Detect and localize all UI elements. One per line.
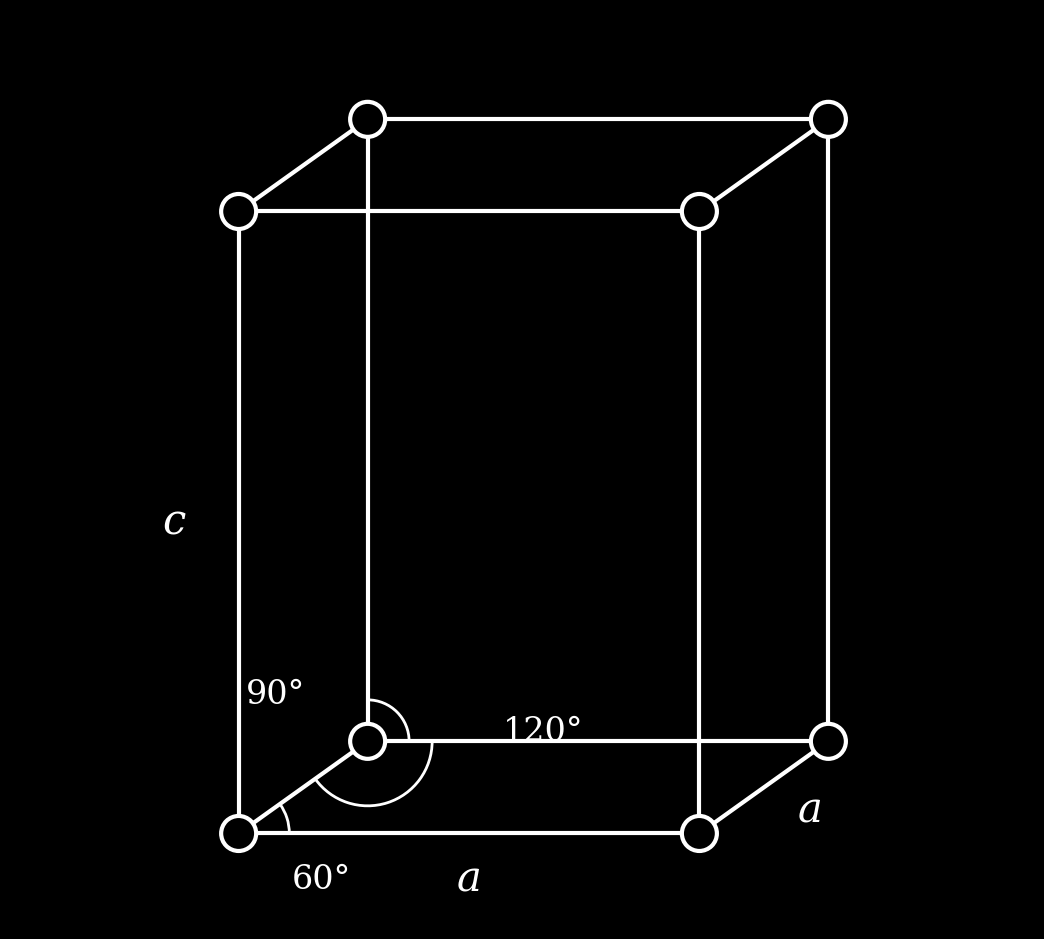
Circle shape: [350, 101, 385, 137]
Circle shape: [221, 194, 256, 229]
Text: 120°: 120°: [502, 716, 583, 748]
Circle shape: [682, 194, 717, 229]
Text: 90°: 90°: [246, 679, 305, 711]
Circle shape: [350, 724, 385, 759]
Text: c: c: [163, 501, 186, 544]
Text: 60°: 60°: [292, 864, 351, 896]
Circle shape: [682, 816, 717, 851]
Circle shape: [811, 724, 846, 759]
Circle shape: [811, 101, 846, 137]
Text: a: a: [798, 790, 823, 831]
Circle shape: [221, 816, 256, 851]
Text: a: a: [456, 858, 481, 901]
